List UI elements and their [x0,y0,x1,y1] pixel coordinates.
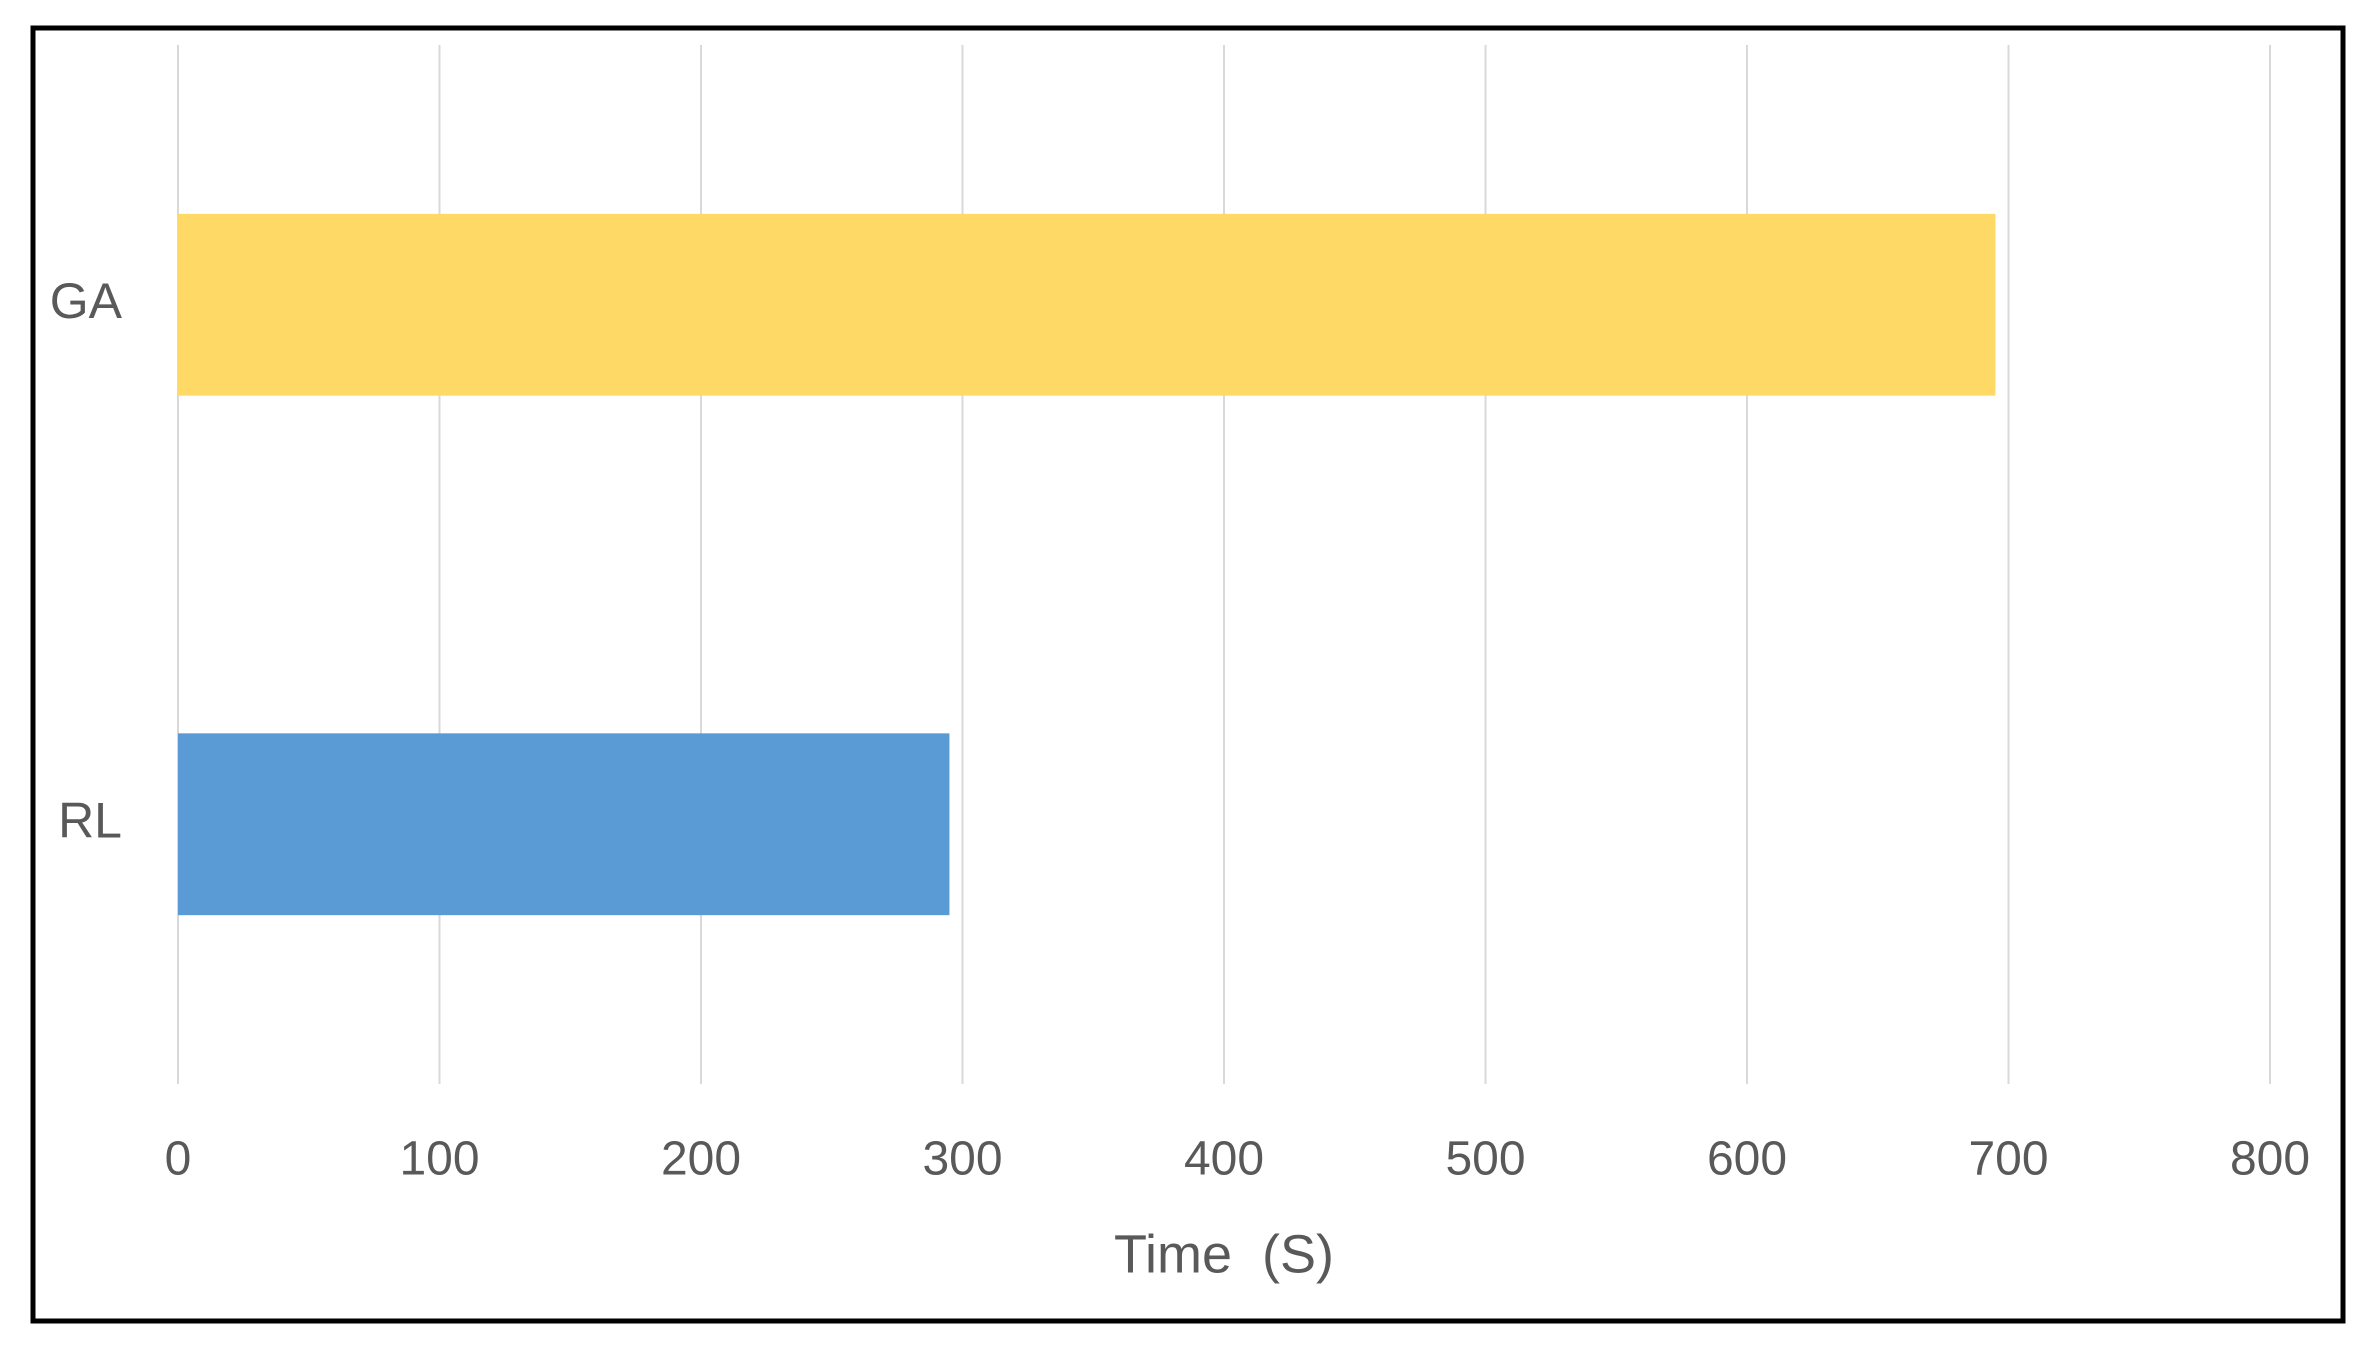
bar [178,213,1996,396]
x-tick-label: 800 [2230,1133,2310,1186]
x-tick-label: 600 [1707,1133,1787,1186]
x-axis-title: Time (S) [1114,1224,1334,1284]
y-tick-label: GA [50,273,123,329]
x-tick-label: 100 [399,1133,479,1186]
x-tick-label: 300 [922,1133,1002,1186]
x-tick-label: 0 [165,1133,192,1186]
x-tick-label: 700 [1968,1133,2048,1186]
bar [178,733,950,916]
y-tick-label: RL [58,792,122,848]
x-tick-label: 400 [1184,1133,1264,1186]
x-tick-label: 200 [661,1133,741,1186]
x-tick-label: 500 [1445,1133,1525,1186]
